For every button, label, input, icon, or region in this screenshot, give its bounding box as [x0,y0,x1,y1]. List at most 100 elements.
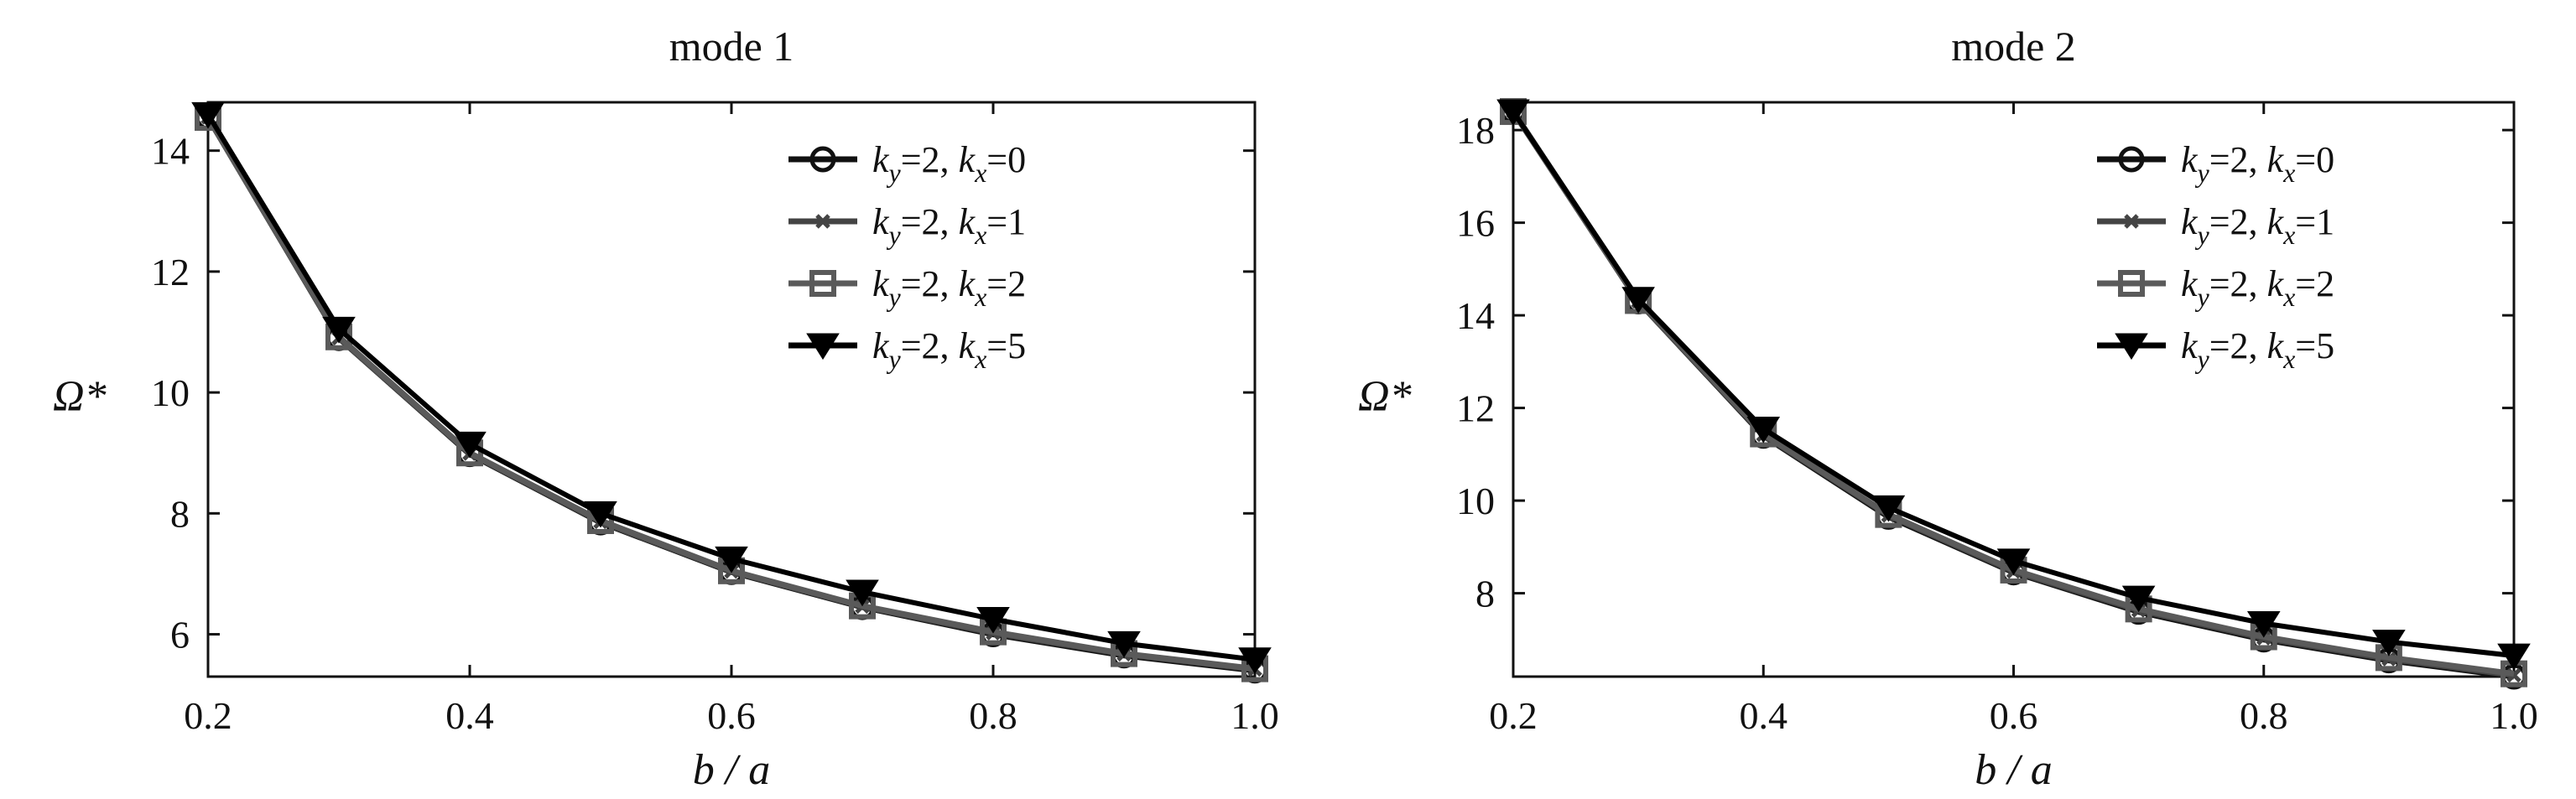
y-tick-label: 10 [151,371,190,414]
legend-label-part: y [2195,158,2210,188]
legend-label-part: k [872,263,890,304]
legend-label-part: k [959,263,976,304]
legend: ky=2, kx=0ky=2, kx=1ky=2, kx=2ky=2, kx=5 [2097,139,2334,374]
legend-label: ky=2, kx=1 [872,201,1026,250]
legend-square-marker [2118,270,2145,297]
x-tick-label: 1.0 [1231,694,1279,737]
legend-label-part: y [887,220,902,250]
legend-label-part: k [959,139,976,180]
data-point-triangle-marker [1746,416,1781,444]
legend-label-part: k [2181,201,2199,242]
data-point-triangle-marker [191,101,225,129]
data-point-triangle-marker [1107,630,1141,658]
legend-label-part: k [2267,325,2285,366]
legend-label-part: =2, [2209,201,2267,242]
data-point-triangle-marker [715,546,748,573]
x-axis-label: b / a [693,746,770,794]
legend-label-part: =5 [2295,325,2334,366]
legend-label-part: =2 [2295,263,2334,304]
x-tick-label: 0.6 [1990,694,2038,737]
legend-label-part: x [2282,220,2295,250]
series-4 [191,101,1272,674]
legend-label-part: =2 [986,263,1026,304]
legend-label-part: y [2195,282,2210,312]
legend-label-part: k [872,201,890,242]
legend-label: ky=2, kx=1 [2181,201,2334,250]
legend-label-part: x [974,158,986,188]
legend-label-part: x [974,344,986,374]
data-point-triangle-marker [453,431,487,459]
data-point-triangle-marker [2246,610,2281,638]
legend-circle-marker [809,146,836,173]
data-point-triangle-marker [976,607,1010,634]
y-tick-label: 12 [1456,387,1495,430]
legend-label-part: y [887,344,902,374]
legend-label-part: =0 [986,139,1026,180]
plot-frame [206,101,1257,678]
legend-label-part: x [974,282,986,312]
legend: ky=2, kx=0ky=2, kx=1ky=2, kx=2ky=2, kx=5 [788,139,1026,374]
plot-frame [1512,101,2516,678]
data-point-triangle-marker [1871,495,1906,522]
y-tick-label: 8 [170,492,190,535]
legend-label-part: =2, [901,263,959,304]
legend-triangle-marker [806,333,840,361]
legend-label-part: k [2267,263,2285,304]
legend-label: ky=2, kx=2 [2181,263,2334,312]
legend-label-part: x [974,220,986,250]
y-axis-label: Ω* [1358,373,1412,421]
y-tick-label: 12 [151,251,190,293]
legend-label-part: =2, [2209,263,2267,304]
legend-label-part: =1 [986,201,1026,242]
legend-label-part: k [959,201,976,242]
legend-x-marker [2124,214,2139,229]
legend-label-part: k [2181,139,2199,180]
x-tick-label: 0.8 [2240,694,2288,737]
x-tick-label: 0.4 [445,694,494,737]
legend-label-part: k [872,139,890,180]
data-point-triangle-marker [1621,287,1655,314]
y-tick-label: 14 [151,130,190,173]
legend-label-part: =0 [2295,139,2334,180]
legend-label-part: k [959,325,976,366]
legend-x-marker [815,214,830,229]
y-tick-label: 16 [1456,202,1495,245]
data-point-triangle-marker [584,501,617,528]
legend-label-part: =2, [901,139,959,180]
x-tick-label: 0.6 [707,694,756,737]
legend-label-part: y [2195,344,2210,374]
legend-label-part: k [2181,263,2199,304]
legend-label-part: =2, [2209,139,2267,180]
legend-label-part: =5 [986,325,1026,366]
series-4 [1496,99,2531,671]
x-axis-label: b / a [1975,746,2052,794]
x-tick-label: 0.8 [969,694,1017,737]
legend-label-part: =2, [901,201,959,242]
legend-triangle-marker [2115,333,2148,361]
data-point-triangle-marker [2372,630,2406,656]
legend-label-part: x [2282,282,2295,312]
legend-square-marker [809,270,836,297]
y-axis-label: Ω* [53,373,107,421]
y-tick-label: 10 [1456,480,1495,522]
legend-label-part: x [2282,158,2295,188]
data-point-triangle-marker [1996,548,2031,576]
x-tick-label: 0.2 [1489,694,1538,737]
data-point-triangle-marker [1496,99,1530,127]
legend-label-part: y [2195,220,2210,250]
legend-label-part: k [872,325,890,366]
panel-2: mode 2 0.2 0.4 0.6 0.8 1.0 8 10 12 14 16 18 b / a Ω* k… [1358,23,2538,794]
legend-label-part: k [2181,325,2199,366]
legend-label: ky=2, kx=0 [872,139,1026,188]
legend-label: ky=2, kx=5 [2181,325,2334,374]
legend-label-part: x [2282,344,2295,374]
x-tick-label: 0.2 [184,694,232,737]
x-tick-label: 1.0 [2490,694,2538,737]
legend-label: ky=2, kx=0 [2181,139,2334,188]
y-tick-label: 18 [1456,109,1495,152]
y-tick-label: 6 [170,614,190,656]
data-point-triangle-marker [1238,647,1272,674]
